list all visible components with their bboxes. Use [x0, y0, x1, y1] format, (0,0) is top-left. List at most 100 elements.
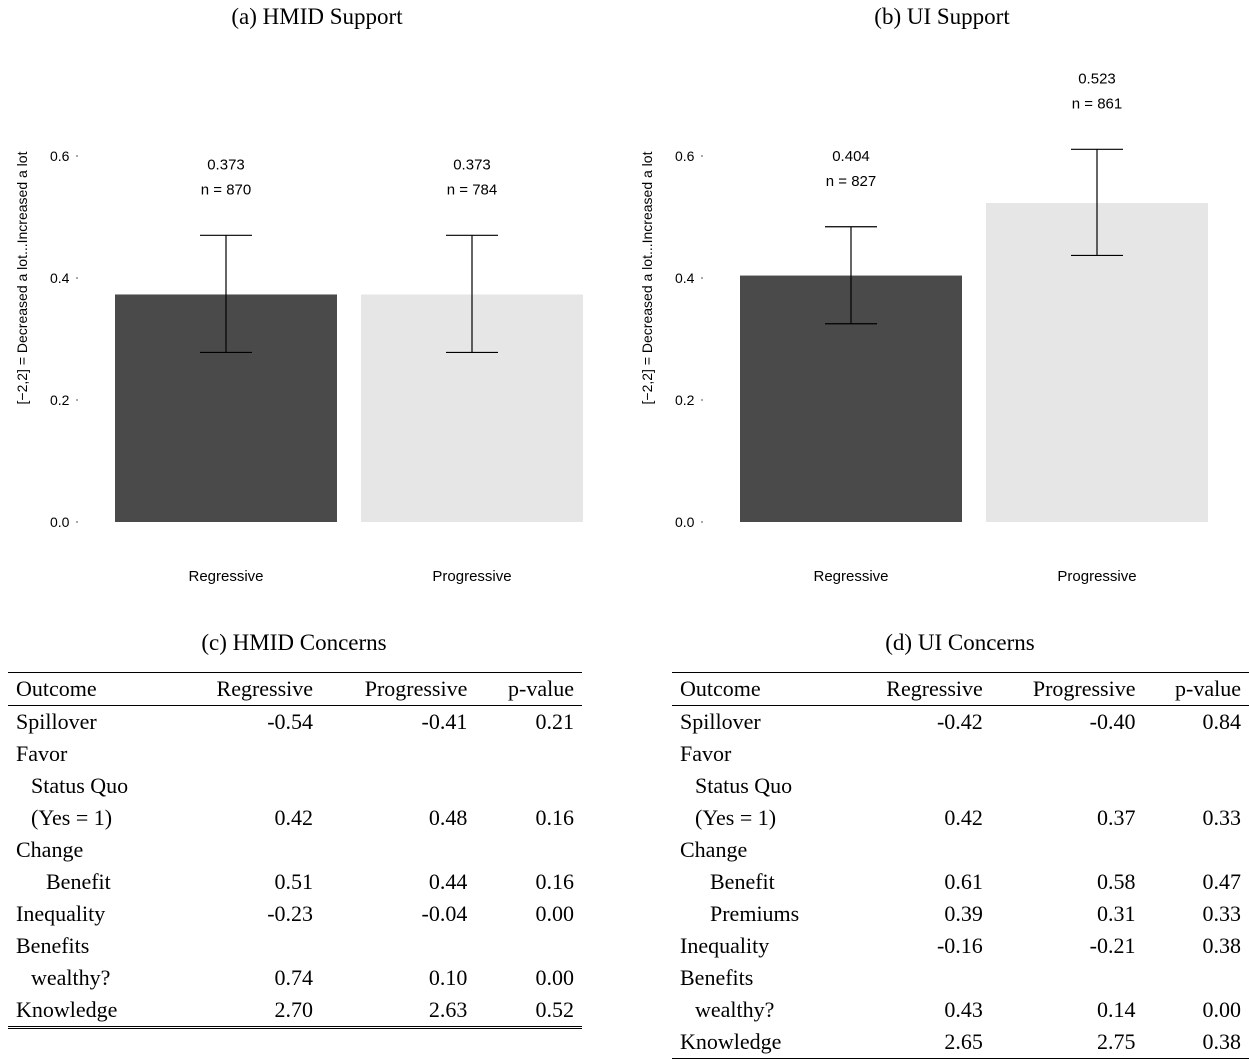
row-label: wealthy? [672, 994, 846, 1026]
table-cell: 0.14 [991, 994, 1144, 1026]
table-cell [321, 738, 475, 770]
ui-concerns-table: Outcome Regressive Progressive p-value S… [672, 672, 1249, 1059]
row-label: Spillover [8, 706, 175, 739]
panel-d-title: (d) UI Concerns [660, 630, 1249, 656]
table-cell: 0.42 [846, 802, 991, 834]
column-header-progressive: Progressive [991, 673, 1144, 706]
row-label: Knowledge [672, 1026, 846, 1059]
table-cell [846, 738, 991, 770]
table-cell [1144, 738, 1249, 770]
bar-value-label: 0.373 [207, 156, 245, 173]
bar-value-label: 0.373 [453, 156, 491, 173]
table-cell [991, 962, 1144, 994]
table-row: Change [8, 834, 582, 866]
bar-value-label: 0.523 [1078, 70, 1116, 87]
table-cell: 0.74 [175, 962, 321, 994]
table-cell: -0.42 [846, 706, 991, 739]
table-cell [475, 770, 582, 802]
table-cell: 0.31 [991, 898, 1144, 930]
table-cell [321, 770, 475, 802]
table-cell [175, 930, 321, 962]
table-cell: 2.75 [991, 1026, 1144, 1059]
row-label: Status Quo [8, 770, 175, 802]
row-label: Favor [672, 738, 846, 770]
row-label: Benefits [8, 930, 175, 962]
table-cell: 0.58 [991, 866, 1144, 898]
y-tick-label: 0.2 [675, 392, 695, 408]
table-row: Benefits [8, 930, 582, 962]
table-row: Favor [8, 738, 582, 770]
y-tick-label: 0.0 [675, 514, 695, 530]
y-tick-label: 0.6 [675, 148, 695, 164]
table-cell [846, 770, 991, 802]
x-tick-label: Regressive [813, 568, 888, 585]
table-cell [1144, 962, 1249, 994]
table-row: Status Quo [8, 770, 582, 802]
bar-value-label: 0.404 [832, 148, 870, 165]
table-cell [991, 738, 1144, 770]
table-cell: 0.51 [175, 866, 321, 898]
table-row: Status Quo [672, 770, 1249, 802]
column-header-progressive: Progressive [321, 673, 475, 706]
column-header-regressive: Regressive [175, 673, 321, 706]
row-label: Status Quo [672, 770, 846, 802]
bar-n-label: n = 861 [1072, 95, 1122, 112]
table-cell: 0.10 [321, 962, 475, 994]
row-label: Knowledge [8, 994, 175, 1028]
table-cell [1144, 770, 1249, 802]
table-cell: 0.38 [1144, 930, 1249, 962]
row-label: Premiums [672, 898, 846, 930]
bar-n-label: n = 870 [201, 181, 251, 198]
table-cell: 0.44 [321, 866, 475, 898]
row-label: Change [8, 834, 175, 866]
table-cell: 0.42 [175, 802, 321, 834]
y-axis-label: [−2,2] = Decreased a lot...Increased a l… [14, 151, 30, 404]
row-label: (Yes = 1) [8, 802, 175, 834]
x-tick-label: Progressive [432, 568, 511, 585]
row-label: Benefit [672, 866, 846, 898]
y-axis-label: [−2,2] = Decreased a lot...Increased a l… [639, 151, 655, 404]
hmid-concerns-table: Outcome Regressive Progressive p-value S… [8, 672, 582, 1029]
table-cell: 0.38 [1144, 1026, 1249, 1059]
table-cell [175, 834, 321, 866]
table-cell: 0.21 [475, 706, 582, 739]
column-header-p-value: p-value [1144, 673, 1249, 706]
table-cell: -0.16 [846, 930, 991, 962]
table-cell: 0.16 [475, 802, 582, 834]
table-cell [475, 930, 582, 962]
table-cell: 0.00 [1144, 994, 1249, 1026]
table-cell: 0.48 [321, 802, 475, 834]
table-cell: 0.52 [475, 994, 582, 1028]
table-cell [321, 834, 475, 866]
table-cell: -0.54 [175, 706, 321, 739]
panel-c-title: (c) HMID Concerns [0, 630, 594, 656]
bar-charts: [−2,2] = Decreased a lot...Increased a l… [0, 0, 1249, 620]
table-cell [475, 738, 582, 770]
row-label: Inequality [8, 898, 175, 930]
table-cell: 0.33 [1144, 802, 1249, 834]
y-tick-label: 0.6 [50, 148, 70, 164]
row-label: (Yes = 1) [672, 802, 846, 834]
x-tick-label: Regressive [188, 568, 263, 585]
table-cell: 0.16 [475, 866, 582, 898]
table-row: Change [672, 834, 1249, 866]
row-label: wealthy? [8, 962, 175, 994]
row-label: Favor [8, 738, 175, 770]
table-cell: 0.33 [1144, 898, 1249, 930]
y-tick-label: 0.0 [50, 514, 70, 530]
y-tick-label: 0.4 [675, 270, 695, 286]
table-cell: 0.84 [1144, 706, 1249, 739]
table-cell [175, 738, 321, 770]
table-cell: -0.41 [321, 706, 475, 739]
table-cell: -0.04 [321, 898, 475, 930]
